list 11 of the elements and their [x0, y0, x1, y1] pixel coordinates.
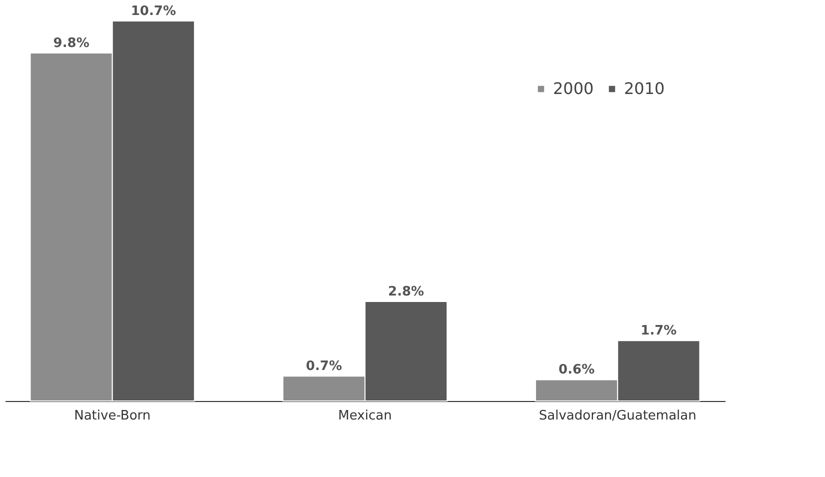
data-label: 10.7%	[130, 4, 176, 19]
legend-label: 2010	[624, 79, 665, 98]
data-label: 9.8%	[53, 36, 90, 51]
x-tick-label: Salvadoran/Guatemalan	[538, 408, 696, 424]
x-tick-label: Mexican	[338, 408, 392, 424]
legend-label: 2000	[553, 79, 594, 98]
data-label: 0.6%	[558, 362, 595, 378]
x-tick-label: Native-Born	[74, 408, 151, 424]
data-label: 2.8%	[388, 284, 424, 300]
data-label: 0.7%	[306, 359, 342, 374]
data-label: 1.7%	[640, 324, 677, 339]
